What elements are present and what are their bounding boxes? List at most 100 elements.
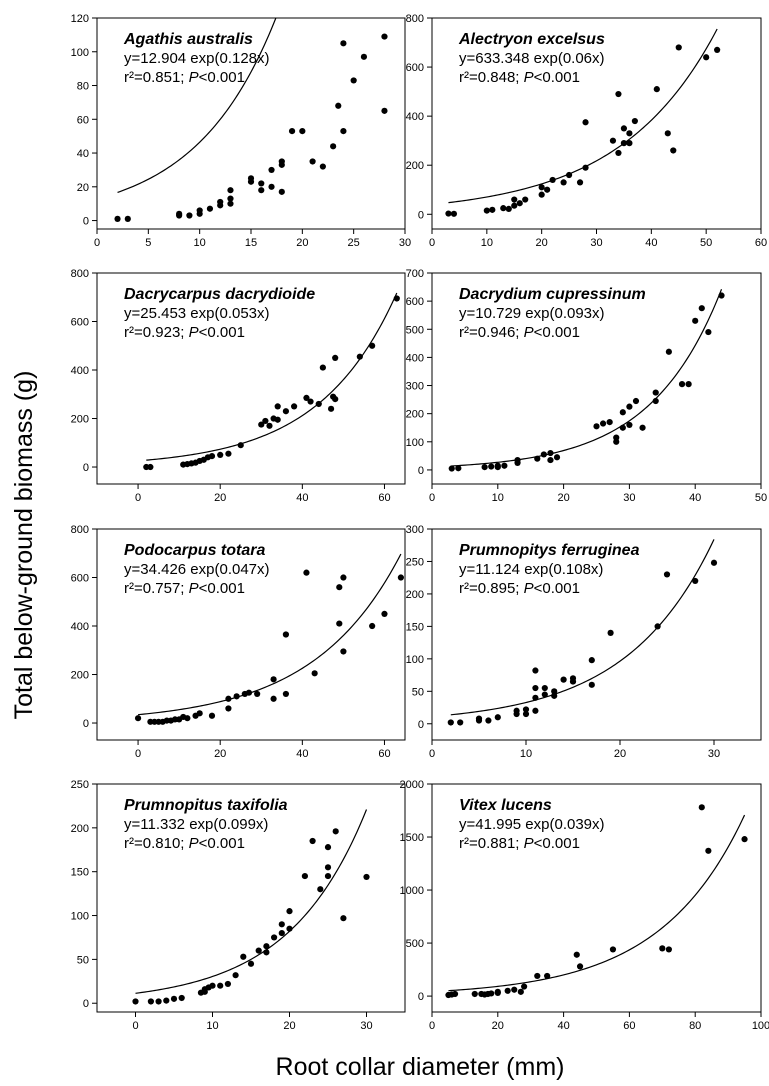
data-point bbox=[494, 988, 501, 995]
y-tick-label: 800 bbox=[71, 524, 89, 536]
species-title: Vitex lucens bbox=[459, 797, 552, 814]
x-tick-label: 60 bbox=[378, 492, 390, 504]
data-point bbox=[327, 405, 335, 412]
data-point bbox=[258, 421, 265, 428]
data-point bbox=[553, 454, 561, 461]
fit-statistics: r²=0.757; P<0.001 bbox=[124, 580, 245, 597]
data-point bbox=[619, 424, 626, 431]
y-tick-label: 200 bbox=[406, 409, 424, 421]
x-tick-label: 40 bbox=[296, 492, 308, 504]
data-point bbox=[448, 465, 455, 472]
y-tick-label: 1000 bbox=[400, 885, 424, 897]
panel-7: 0 10 20 30 0 50 100 150 200 250 Prumnopitus taxifo… bbox=[71, 779, 406, 1032]
plot-frame bbox=[96, 783, 406, 1013]
x-tick-label: 100 bbox=[752, 1020, 769, 1032]
data-point bbox=[588, 657, 595, 664]
data-point bbox=[217, 982, 224, 989]
y-tick-label: 400 bbox=[71, 621, 89, 633]
x-tick-label: 0 bbox=[429, 492, 435, 504]
data-point bbox=[263, 943, 270, 950]
data-point bbox=[270, 695, 277, 702]
data-point bbox=[319, 163, 326, 170]
data-point bbox=[483, 207, 490, 214]
data-point bbox=[665, 946, 672, 953]
y-tick-label: 500 bbox=[406, 324, 424, 336]
x-tick-label: 5 bbox=[145, 237, 151, 249]
data-point bbox=[397, 574, 404, 581]
data-point bbox=[363, 873, 370, 881]
data-point bbox=[547, 449, 554, 457]
fit-curve bbox=[451, 289, 723, 467]
data-point bbox=[620, 140, 628, 147]
data-point bbox=[540, 451, 547, 458]
data-point bbox=[278, 188, 285, 195]
data-point bbox=[513, 707, 520, 714]
x-tick-label: 0 bbox=[429, 748, 435, 760]
data-point bbox=[705, 847, 712, 854]
fit-curve bbox=[135, 809, 368, 994]
data-point bbox=[271, 934, 278, 941]
data-point bbox=[654, 623, 661, 630]
y-tick-label: 600 bbox=[71, 573, 89, 585]
y-tick-label: 0 bbox=[83, 998, 89, 1010]
data-point bbox=[369, 622, 376, 630]
data-point bbox=[500, 205, 507, 212]
data-point bbox=[576, 963, 584, 970]
x-tick-label: 10 bbox=[206, 1020, 218, 1032]
data-point bbox=[685, 381, 692, 388]
y-tick-label: 1500 bbox=[400, 832, 424, 844]
y-tick-label: 100 bbox=[406, 437, 424, 449]
data-point bbox=[288, 127, 296, 135]
data-point bbox=[532, 694, 539, 701]
data-point bbox=[286, 908, 293, 915]
fit-equation: y=633.348 exp(0.06x) bbox=[459, 50, 605, 67]
x-tick-label: 0 bbox=[135, 492, 141, 504]
data-point bbox=[532, 707, 539, 714]
data-point bbox=[573, 951, 580, 958]
data-point bbox=[278, 158, 285, 165]
data-point bbox=[170, 995, 178, 1002]
data-point bbox=[522, 706, 530, 713]
data-point bbox=[336, 584, 343, 591]
data-point bbox=[303, 569, 310, 576]
fit-statistics: r²=0.946; P<0.001 bbox=[459, 324, 580, 341]
data-point bbox=[332, 828, 339, 835]
data-point bbox=[534, 455, 541, 462]
data-point bbox=[692, 317, 699, 324]
data-point bbox=[494, 714, 501, 721]
data-point bbox=[176, 210, 183, 217]
x-tick-label: 60 bbox=[623, 1020, 635, 1032]
data-point bbox=[240, 953, 247, 960]
plot-frame bbox=[431, 528, 762, 741]
x-tick-label: 40 bbox=[557, 1020, 569, 1032]
x-axis-title: Root collar diameter (mm) bbox=[276, 1053, 565, 1081]
y-tick-label: 0 bbox=[418, 209, 424, 221]
x-tick-label: 10 bbox=[520, 748, 532, 760]
data-point bbox=[114, 215, 121, 222]
data-point bbox=[665, 348, 672, 355]
data-point bbox=[340, 648, 347, 655]
plot-frame bbox=[431, 783, 762, 1013]
data-point bbox=[258, 180, 265, 187]
data-point bbox=[208, 453, 216, 460]
data-point bbox=[521, 983, 528, 990]
data-point bbox=[582, 164, 589, 171]
x-tick-label: 20 bbox=[283, 1020, 295, 1032]
y-tick-label: 250 bbox=[406, 556, 424, 568]
data-point bbox=[147, 998, 154, 1005]
x-tick-label: 0 bbox=[132, 1020, 138, 1032]
data-point bbox=[494, 462, 501, 469]
data-point bbox=[593, 423, 600, 430]
data-point bbox=[547, 456, 554, 464]
fit-equation: y=41.995 exp(0.039x) bbox=[459, 816, 605, 833]
data-point bbox=[303, 394, 310, 402]
data-point bbox=[393, 295, 400, 302]
x-tick-label: 0 bbox=[135, 748, 141, 760]
x-tick-label: 20 bbox=[492, 1020, 504, 1032]
data-point bbox=[381, 610, 388, 617]
data-point bbox=[613, 434, 620, 441]
x-tick-label: 0 bbox=[429, 1020, 435, 1032]
x-tick-label: 15 bbox=[245, 237, 257, 249]
data-point bbox=[311, 670, 318, 677]
fit-curve bbox=[117, 18, 277, 193]
